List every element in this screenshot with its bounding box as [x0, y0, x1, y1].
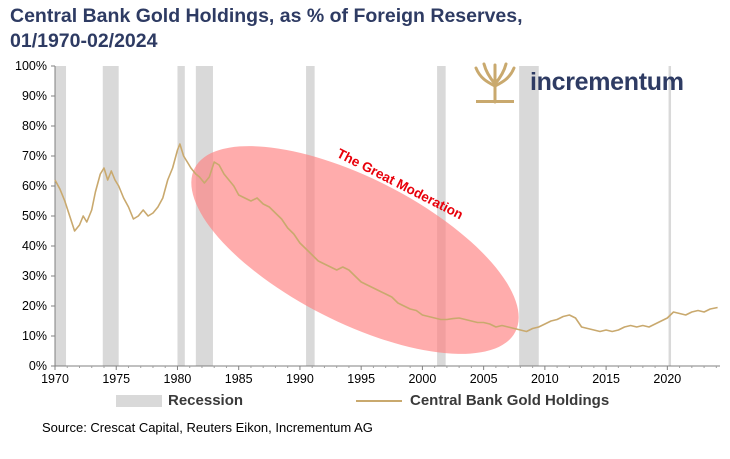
legend: Recession Central Bank Gold Holdings	[0, 392, 730, 414]
x-tick-label: 1995	[347, 372, 375, 386]
legend-item-gold: Central Bank Gold Holdings	[356, 392, 609, 409]
y-tick-label: 30%	[22, 269, 47, 283]
gold-line-swatch	[356, 399, 402, 402]
y-tick-label: 10%	[22, 329, 47, 343]
title-line-1: Central Bank Gold Holdings, as % of Fore…	[10, 5, 523, 27]
x-tick-label: 1980	[164, 372, 192, 386]
y-tick-label: 0%	[29, 359, 47, 373]
x-tick-label: 2010	[531, 372, 559, 386]
title-line-2: 01/1970-02/2024	[10, 30, 158, 52]
recession-band-6	[519, 66, 539, 366]
recession-band-5	[437, 66, 446, 366]
y-tick-label: 40%	[22, 239, 47, 253]
x-tick-label: 1970	[41, 372, 69, 386]
y-tick-label: 100%	[15, 59, 47, 73]
chart-svg: 0% 10% 20% 30% 40% 50% 60% 70% 80% 90% 100% 1970 197…	[15, 59, 720, 386]
recession-swatch	[116, 394, 162, 407]
y-tick-label: 80%	[22, 119, 47, 133]
recession-bands	[55, 66, 672, 366]
y-tick-label: 90%	[22, 89, 47, 103]
recession-band-1	[102, 66, 119, 366]
y-tick-label: 50%	[22, 209, 47, 223]
x-tick-label: 1990	[286, 372, 314, 386]
x-tick-label: 2000	[408, 372, 436, 386]
y-tick-label: 20%	[22, 299, 47, 313]
series-line-layer	[54, 143, 718, 333]
legend-item-recession: Recession	[116, 392, 243, 409]
incrementum-logo: incrementum	[472, 62, 702, 106]
x-tick-label: 1985	[225, 372, 253, 386]
legend-series-label: Central Bank Gold Holdings	[410, 392, 610, 409]
x-tick-label: 2015	[592, 372, 620, 386]
logo-text: incrementum	[530, 68, 684, 96]
great-moderation-ellipse	[191, 146, 519, 354]
x-tick-label: 1975	[102, 372, 130, 386]
tree-logo-icon	[472, 62, 518, 104]
recession-band-2	[177, 66, 185, 366]
x-tick-label: 2020	[653, 372, 681, 386]
recession-band-7	[668, 66, 672, 366]
y-tick-label: 70%	[22, 149, 47, 163]
axes: 0% 10% 20% 30% 40% 50% 60% 70% 80% 90% 100% 1970 197…	[15, 59, 720, 386]
recession-band-0	[55, 66, 67, 366]
legend-recession-label: Recession	[168, 392, 244, 409]
x-tick-label: 2005	[470, 372, 498, 386]
source-note: Source: Crescat Capital, Reuters Eikon, …	[42, 420, 373, 435]
chart-title: Central Bank Gold Holdings, as % of Fore…	[10, 4, 710, 54]
y-tick-label: 60%	[22, 179, 47, 193]
series-line-gold-holdings	[54, 143, 718, 333]
